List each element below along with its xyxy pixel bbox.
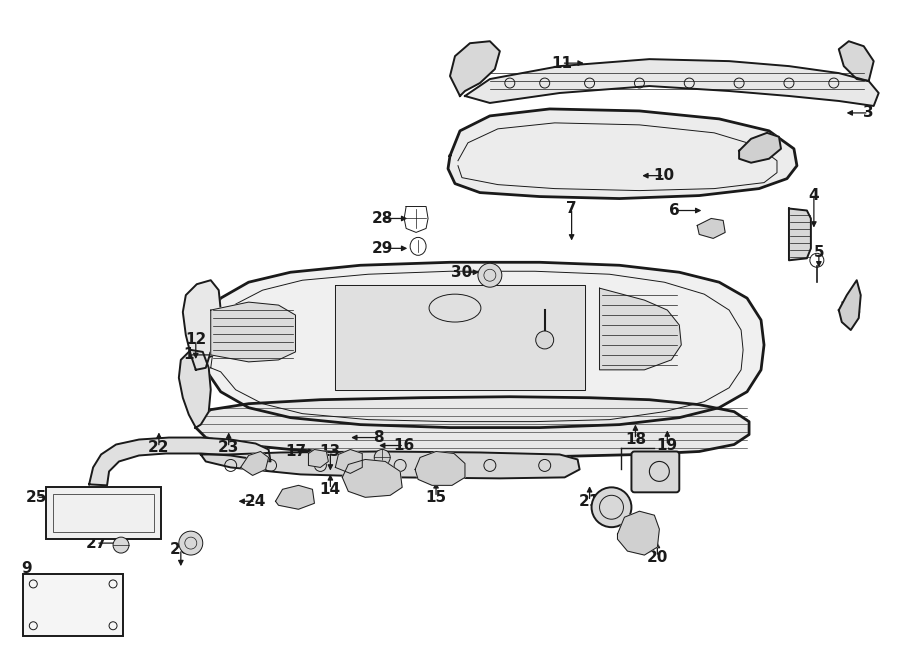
Circle shape xyxy=(113,537,129,553)
Polygon shape xyxy=(448,109,796,198)
Text: 14: 14 xyxy=(320,482,341,497)
Text: 10: 10 xyxy=(653,168,675,183)
Polygon shape xyxy=(450,41,500,96)
Polygon shape xyxy=(739,133,781,163)
Polygon shape xyxy=(211,302,295,362)
Polygon shape xyxy=(196,397,749,457)
Text: 3: 3 xyxy=(863,105,874,120)
Polygon shape xyxy=(201,451,580,479)
Text: 9: 9 xyxy=(21,561,32,576)
Polygon shape xyxy=(275,485,314,509)
Polygon shape xyxy=(465,59,878,106)
Text: 4: 4 xyxy=(808,188,819,203)
Bar xyxy=(53,494,154,532)
Polygon shape xyxy=(342,459,402,497)
Polygon shape xyxy=(698,219,725,239)
Text: 22: 22 xyxy=(148,440,170,455)
Bar xyxy=(46,487,161,539)
Text: 31: 31 xyxy=(841,301,861,315)
Circle shape xyxy=(536,331,554,349)
Text: 26: 26 xyxy=(170,541,192,557)
Polygon shape xyxy=(617,511,660,555)
Polygon shape xyxy=(179,350,211,428)
Polygon shape xyxy=(839,280,860,330)
Polygon shape xyxy=(415,451,465,485)
Polygon shape xyxy=(240,451,268,475)
Circle shape xyxy=(179,531,203,555)
Text: 30: 30 xyxy=(451,265,472,280)
Text: 18: 18 xyxy=(625,432,646,447)
Circle shape xyxy=(374,449,391,465)
Text: 11: 11 xyxy=(551,56,572,71)
Polygon shape xyxy=(309,449,328,467)
Polygon shape xyxy=(599,288,681,370)
Text: 25: 25 xyxy=(25,490,47,505)
Text: 24: 24 xyxy=(245,494,266,509)
Text: 8: 8 xyxy=(373,430,383,445)
Text: 27: 27 xyxy=(86,535,107,551)
Text: 15: 15 xyxy=(426,490,446,505)
Text: 29: 29 xyxy=(372,241,393,256)
Circle shape xyxy=(591,487,632,527)
Text: 1: 1 xyxy=(184,348,194,362)
Text: 28: 28 xyxy=(372,211,393,226)
Text: 2: 2 xyxy=(517,288,527,303)
Text: 12: 12 xyxy=(185,332,206,348)
Text: 23: 23 xyxy=(218,440,239,455)
Polygon shape xyxy=(839,41,874,81)
Text: 20: 20 xyxy=(647,549,668,564)
FancyBboxPatch shape xyxy=(632,451,680,492)
Text: 17: 17 xyxy=(285,444,306,459)
Text: 21: 21 xyxy=(579,494,600,509)
Circle shape xyxy=(478,263,502,287)
Polygon shape xyxy=(183,280,220,370)
Text: 13: 13 xyxy=(320,444,341,459)
Text: 6: 6 xyxy=(669,203,680,218)
Polygon shape xyxy=(336,285,585,390)
Text: 16: 16 xyxy=(393,438,415,453)
Polygon shape xyxy=(336,449,363,473)
Text: 19: 19 xyxy=(657,438,678,453)
Bar xyxy=(23,574,123,636)
Polygon shape xyxy=(789,208,811,260)
Polygon shape xyxy=(89,438,271,485)
Text: 7: 7 xyxy=(566,201,577,216)
Polygon shape xyxy=(196,262,764,428)
Text: 5: 5 xyxy=(814,245,824,260)
